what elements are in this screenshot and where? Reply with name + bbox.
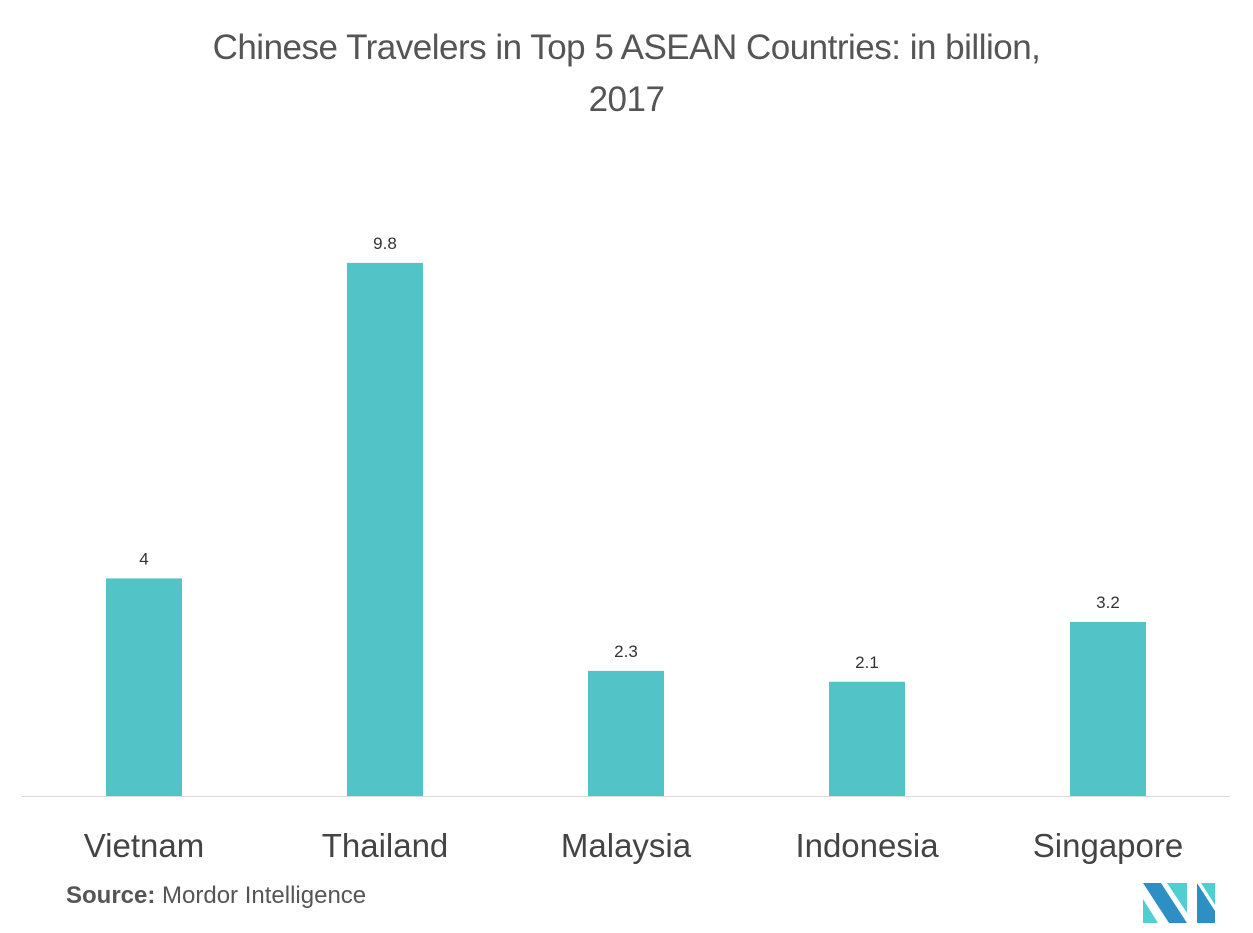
data-label-indonesia: 2.1 [855, 653, 879, 672]
title-line-2: 2017 [588, 80, 665, 119]
x-tick-label-vietnam: Vietnam [84, 827, 204, 864]
source-text: Mordor Intelligence [162, 882, 367, 909]
bar-singapore [1070, 621, 1146, 796]
x-tick-label-singapore: Singapore [1033, 827, 1183, 864]
bar-malaysia [588, 670, 664, 796]
chart-title: Chinese Travelers in Top 5 ASEAN Countri… [0, 22, 1253, 126]
data-label-singapore: 3.2 [1096, 593, 1120, 612]
source-note: Source: Mordor Intelligence [66, 882, 366, 910]
mordor-logo [1143, 883, 1215, 923]
data-label-vietnam: 4 [139, 549, 148, 568]
bar-indonesia [829, 681, 905, 796]
x-tick-label-indonesia: Indonesia [795, 827, 939, 864]
title-line-1: Chinese Travelers in Top 5 ASEAN Countri… [212, 28, 1041, 67]
bar-thailand [347, 262, 423, 796]
x-tick-label-thailand: Thailand [322, 827, 449, 864]
x-tick-label-malaysia: Malaysia [561, 827, 692, 864]
data-label-malaysia: 2.3 [614, 642, 638, 661]
data-label-thailand: 9.8 [373, 234, 397, 253]
bar-vietnam [106, 578, 182, 796]
source-label: Source: [66, 882, 156, 909]
